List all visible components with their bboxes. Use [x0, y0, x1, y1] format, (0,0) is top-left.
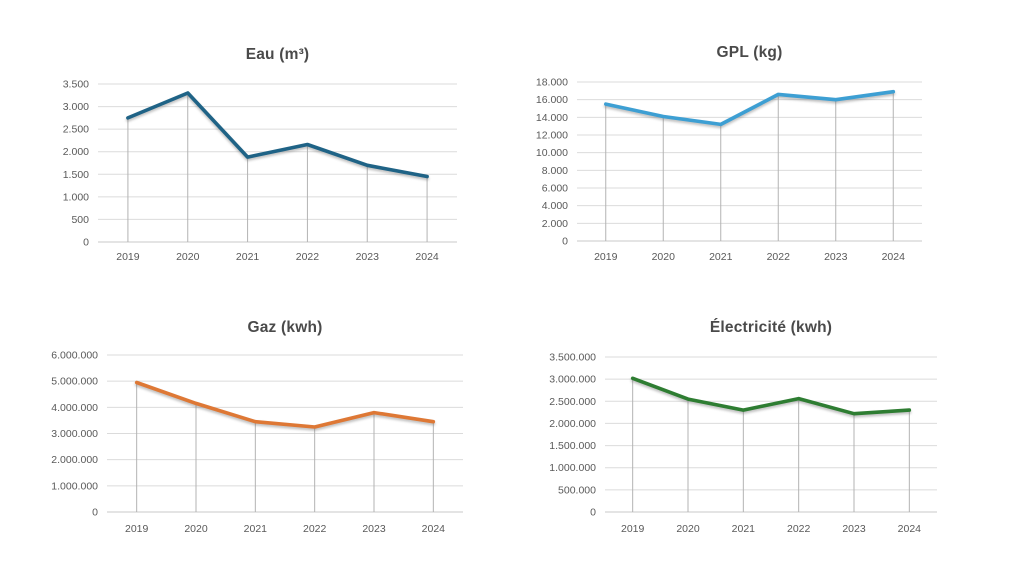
y-tick-label: 10.000 [536, 147, 568, 159]
y-tick-label: 3.000.000 [549, 374, 596, 386]
y-tick-label: 2.500.000 [549, 396, 596, 408]
x-tick-label: 2021 [732, 523, 756, 535]
x-tick-label: 2024 [422, 523, 446, 535]
series-line [604, 89, 896, 127]
y-tick-label: 2.000 [63, 146, 89, 158]
gpl-chart: GPL (kg) 0 2.000 4.000 6.000 8.000 10.000 12.0… [512, 0, 1024, 288]
x-tick-label: 2021 [709, 251, 733, 263]
eau-plot-area: 0 500 1.000 1.500 2.000 2.500 3.000 3.500 2019 20… [63, 79, 457, 263]
y-tick-label: 1.000 [63, 191, 89, 203]
x-tick-label: 2019 [594, 251, 618, 263]
y-tick-label: 14.000 [536, 112, 568, 124]
series-line [630, 376, 912, 416]
y-tick-label: 2.000.000 [51, 454, 98, 466]
x-tick-label: 2020 [652, 251, 676, 263]
eau-chart: Eau (m³) 0 500 1.000 1.500 2.000 2.500 3.000 3.… [0, 0, 512, 288]
y-tick-label: 2.000 [542, 218, 568, 230]
gaz-chart-title: Gaz (kwh) [247, 319, 323, 336]
electricite-plot-area: 0 500.000 1.000.000 1.500.000 2.000.000 2.500… [549, 352, 937, 535]
y-tick-label: 1.500 [63, 169, 89, 181]
eau-chart-title: Eau (m³) [245, 46, 310, 63]
gaz-chart: Gaz (kwh) 0 1.000.000 2.000.000 3.000.000 4.… [0, 288, 512, 576]
x-tick-label: 2020 [184, 523, 208, 535]
gaz-plot-area: 0 1.000.000 2.000.000 3.000.000 4.000.000 5.0… [51, 350, 463, 535]
y-tick-label: 2.000.000 [549, 418, 596, 430]
y-tick-label: 6.000 [542, 183, 568, 195]
y-tick-label: 1.500.000 [549, 440, 596, 452]
y-tick-label: 0 [92, 507, 98, 519]
x-tick-label: 2021 [244, 523, 268, 535]
y-tick-label: 6.000.000 [51, 350, 98, 362]
y-tick-label: 3.500.000 [549, 352, 596, 364]
x-tick-label: 2022 [767, 251, 791, 263]
series-line [126, 91, 429, 179]
y-tick-label: 0 [83, 237, 89, 249]
x-tick-label: 2019 [116, 251, 140, 263]
y-tick-label: 500.000 [558, 484, 596, 496]
x-tick-label: 2021 [236, 251, 260, 263]
x-tick-label: 2024 [898, 523, 922, 535]
y-tick-label: 500 [71, 214, 89, 226]
gpl-plot-area: 0 2.000 4.000 6.000 8.000 10.000 12.000 14.000 1… [536, 77, 922, 263]
x-tick-label: 2024 [882, 251, 906, 263]
x-tick-label: 2019 [621, 523, 645, 535]
series-line [134, 380, 436, 429]
y-tick-label: 4.000 [542, 200, 568, 212]
x-tick-label: 2019 [125, 523, 149, 535]
x-tick-label: 2020 [176, 251, 200, 263]
x-tick-label: 2022 [787, 523, 811, 535]
x-tick-label: 2023 [842, 523, 866, 535]
x-tick-label: 2023 [824, 251, 848, 263]
y-tick-label: 0 [590, 507, 596, 519]
gpl-chart-title: GPL (kg) [716, 44, 783, 61]
y-tick-label: 3.500 [63, 79, 89, 91]
x-tick-label: 2020 [676, 523, 700, 535]
y-tick-label: 0 [562, 236, 568, 248]
x-tick-label: 2022 [303, 523, 327, 535]
y-tick-label: 8.000 [542, 165, 568, 177]
x-tick-label: 2023 [356, 251, 380, 263]
x-tick-label: 2022 [296, 251, 320, 263]
y-tick-label: 18.000 [536, 77, 568, 89]
y-tick-label: 3.000 [63, 101, 89, 113]
y-tick-label: 4.000.000 [51, 402, 98, 414]
electricite-chart-title: Électricité (kwh) [709, 319, 833, 336]
y-tick-label: 1.000.000 [549, 462, 596, 474]
y-tick-label: 5.000.000 [51, 376, 98, 388]
y-tick-label: 1.000.000 [51, 480, 98, 492]
y-tick-label: 2.500 [63, 124, 89, 136]
y-tick-label: 16.000 [536, 94, 568, 106]
x-tick-label: 2023 [362, 523, 386, 535]
y-tick-label: 3.000.000 [51, 428, 98, 440]
x-tick-label: 2024 [415, 251, 439, 263]
y-tick-label: 12.000 [536, 130, 568, 142]
electricite-chart: Électricité (kwh) 0 500.000 1.000.000 1.500… [512, 288, 1024, 576]
